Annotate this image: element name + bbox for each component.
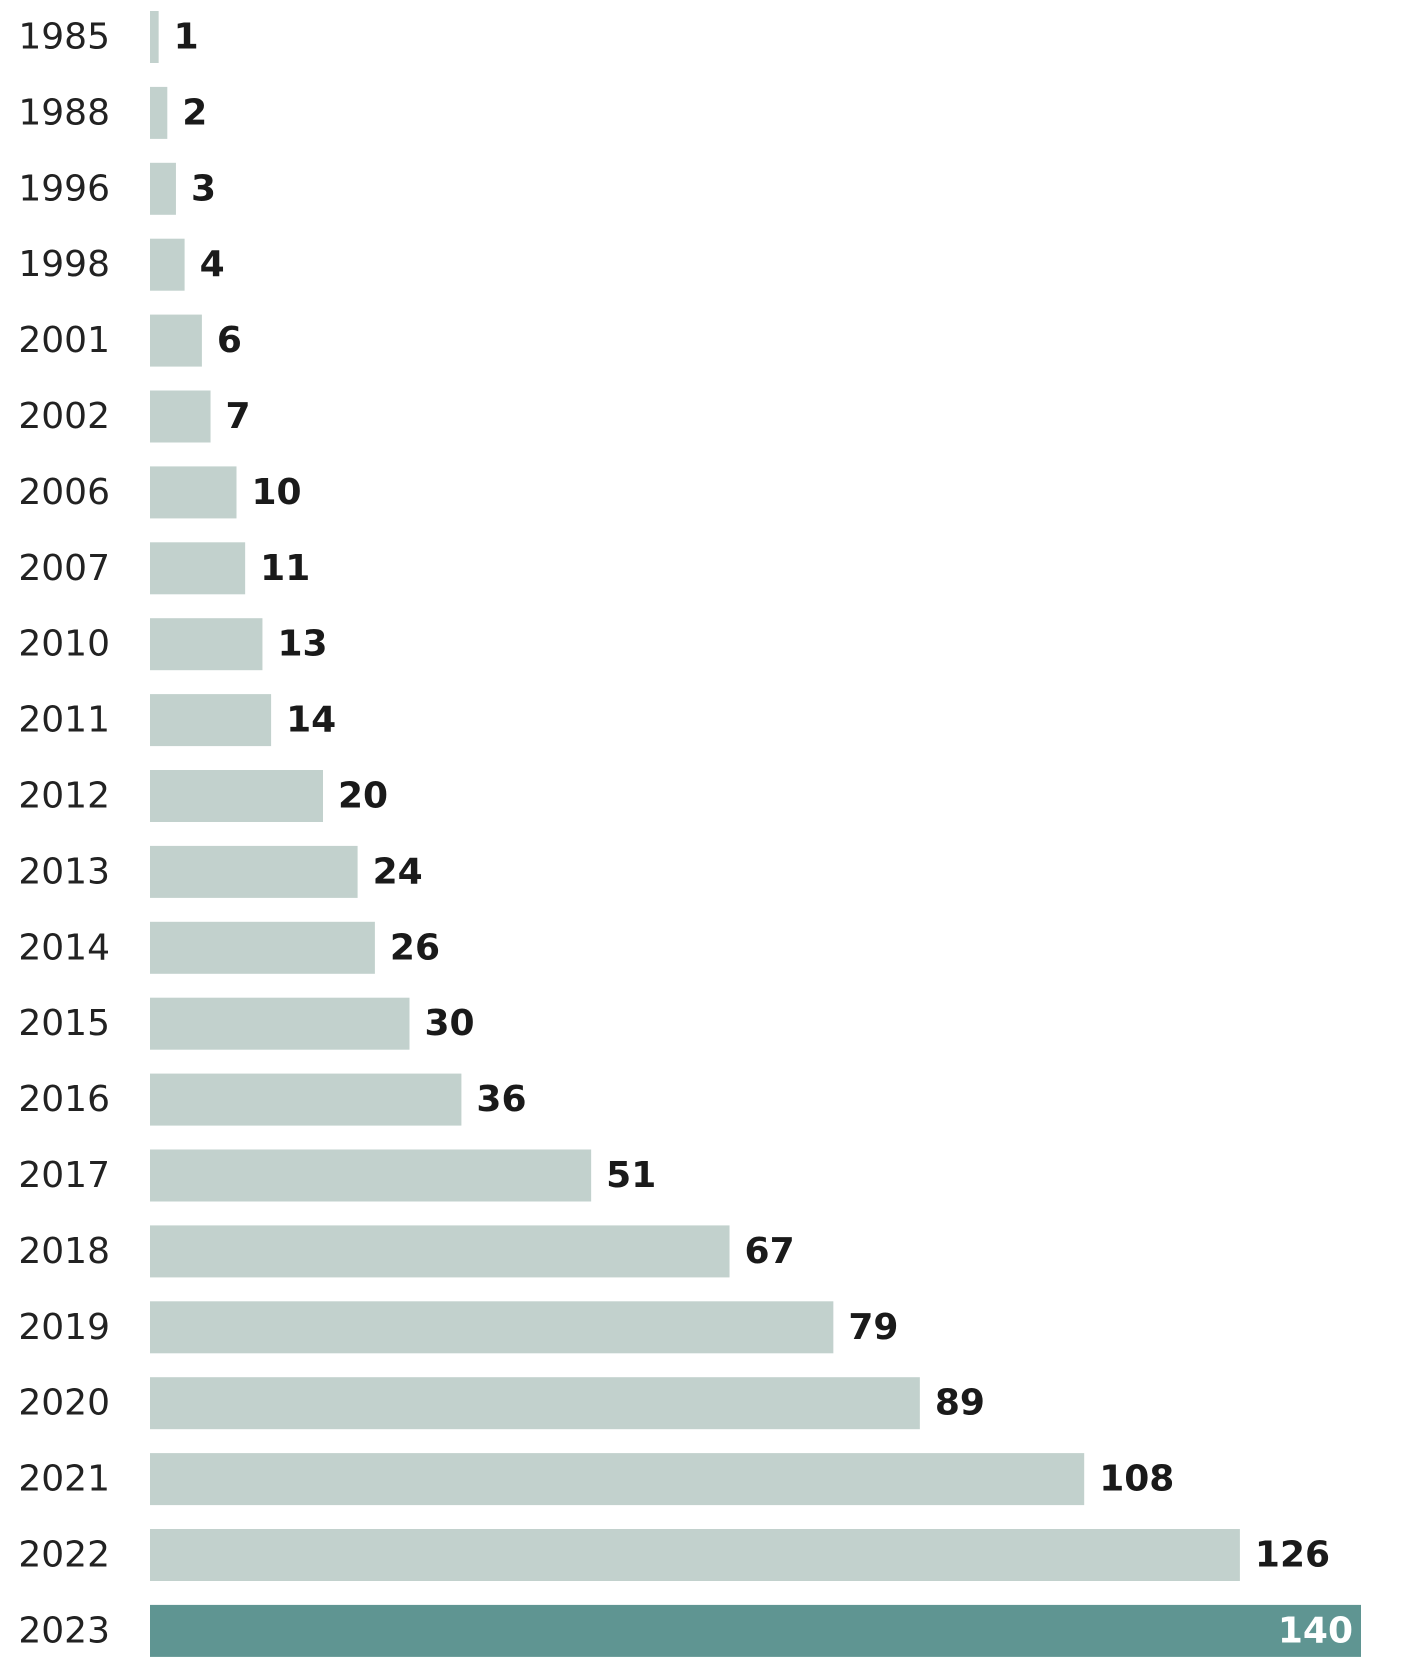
- bar-2006: [150, 466, 237, 519]
- value-label-2011: 14: [286, 700, 336, 741]
- bar-2002: [150, 390, 211, 443]
- year-label-2007: 2007: [18, 548, 110, 589]
- value-label-2001: 6: [217, 320, 242, 361]
- year-label-2018: 2018: [18, 1231, 110, 1272]
- value-label-2023: 140: [1278, 1610, 1353, 1651]
- year-label-2001: 2001: [18, 320, 110, 361]
- bar-2001: [150, 314, 202, 367]
- year-label-1998: 1998: [18, 244, 110, 285]
- bar-1996: [150, 162, 176, 215]
- bar-2018: [150, 1225, 730, 1278]
- bar-2011: [150, 694, 272, 747]
- value-label-2015: 30: [425, 1003, 475, 1044]
- value-label-1996: 3: [191, 168, 216, 209]
- value-label-2006: 10: [252, 472, 302, 513]
- value-label-1998: 4: [200, 244, 225, 285]
- bar-2010: [150, 618, 263, 671]
- value-label-2016: 36: [476, 1079, 526, 1120]
- value-label-2007: 11: [260, 548, 310, 589]
- bar-2015: [150, 997, 410, 1050]
- year-label-1985: 1985: [18, 17, 110, 58]
- year-label-2020: 2020: [18, 1383, 110, 1424]
- year-label-1988: 1988: [18, 92, 110, 133]
- bar-1988: [150, 86, 168, 139]
- bar-2012: [150, 770, 323, 822]
- value-label-2012: 20: [338, 776, 388, 817]
- value-label-2019: 79: [848, 1307, 898, 1348]
- bar-2014: [150, 921, 375, 974]
- year-label-2012: 2012: [18, 776, 110, 817]
- year-label-2017: 2017: [18, 1155, 110, 1196]
- bar-1998: [150, 238, 185, 291]
- year-label-2011: 2011: [18, 700, 110, 741]
- bar-2021: [150, 1453, 1085, 1506]
- value-label-2018: 67: [745, 1231, 795, 1272]
- year-label-1996: 1996: [18, 168, 110, 209]
- bar-2020: [150, 1377, 920, 1430]
- year-label-2013: 2013: [18, 851, 110, 892]
- bar-2022: [150, 1529, 1240, 1581]
- bar-2016: [150, 1073, 462, 1126]
- year-label-2019: 2019: [18, 1307, 110, 1348]
- year-label-2023: 2023: [18, 1610, 110, 1651]
- value-label-2002: 7: [226, 396, 251, 437]
- bar-2019: [150, 1301, 834, 1354]
- value-label-2014: 26: [390, 927, 440, 968]
- value-label-2010: 13: [277, 624, 327, 665]
- value-label-2017: 51: [606, 1155, 656, 1196]
- bar-1985: [150, 11, 159, 63]
- year-label-2010: 2010: [18, 624, 110, 665]
- value-label-1985: 1: [174, 17, 199, 58]
- bar-2017: [150, 1149, 592, 1202]
- year-label-2022: 2022: [18, 1535, 110, 1576]
- bar-2023: [150, 1604, 1361, 1657]
- year-label-2006: 2006: [18, 472, 110, 513]
- value-label-2020: 89: [935, 1383, 985, 1424]
- year-label-2002: 2002: [18, 396, 110, 437]
- year-label-2016: 2016: [18, 1079, 110, 1120]
- year-label-2015: 2015: [18, 1003, 110, 1044]
- value-label-2013: 24: [373, 851, 423, 892]
- bar-2007: [150, 542, 246, 595]
- year-label-2021: 2021: [18, 1459, 110, 1500]
- year-label-2014: 2014: [18, 927, 110, 968]
- bar-2013: [150, 845, 358, 898]
- value-label-2021: 108: [1099, 1459, 1174, 1500]
- value-label-1988: 2: [182, 92, 207, 133]
- value-label-2022: 126: [1255, 1535, 1330, 1576]
